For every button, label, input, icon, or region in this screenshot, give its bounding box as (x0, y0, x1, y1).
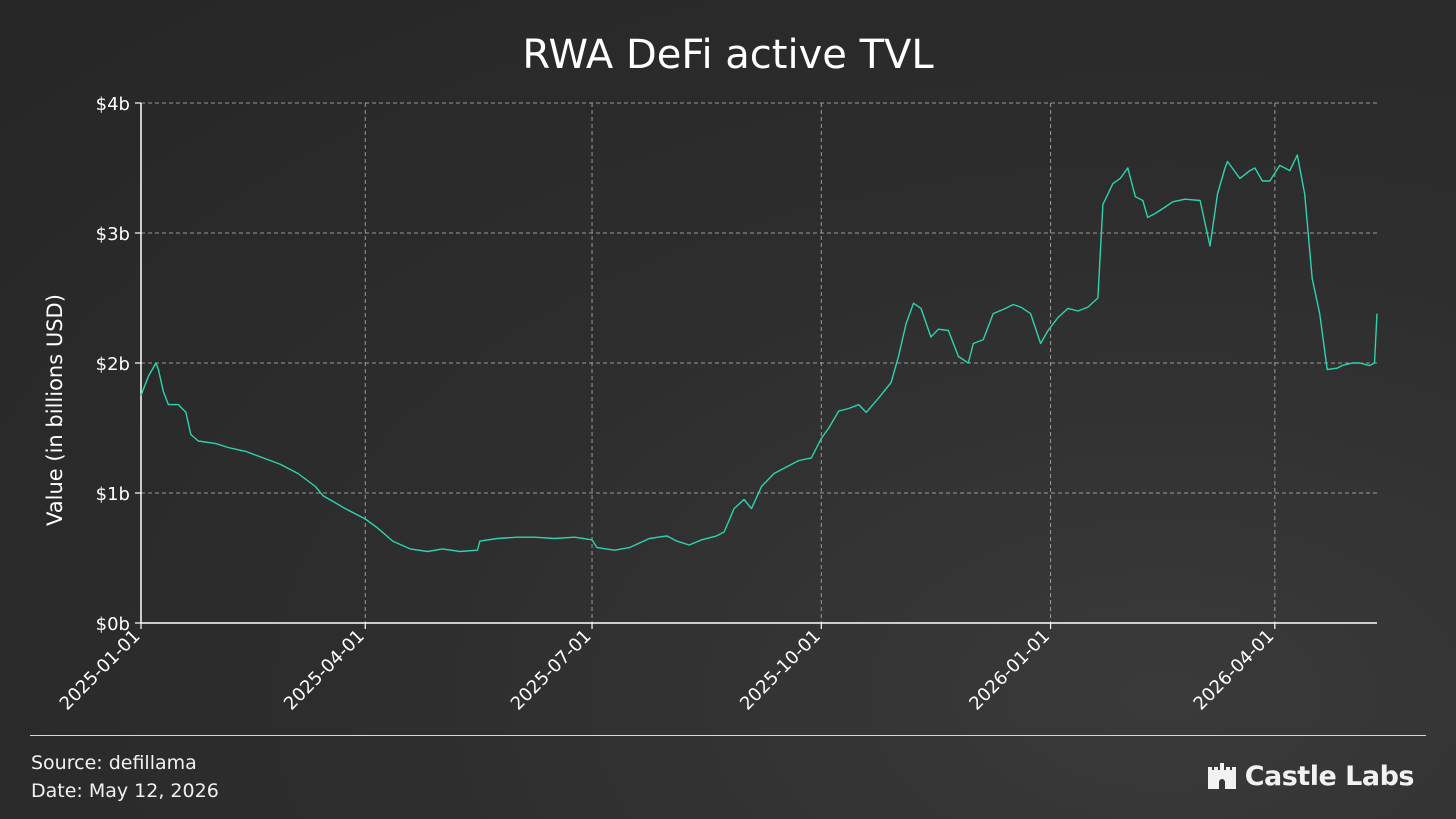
y-tick-label: $4b (96, 94, 130, 115)
brand-logo: Castle Labs (1207, 756, 1415, 796)
x-tick-label: 2025-10-01 (736, 626, 825, 715)
footer-divider (30, 735, 1426, 736)
castle-icon (1207, 763, 1236, 789)
y-tick-label: $0b (96, 614, 130, 635)
chart-title: RWA DeFi active TVL (522, 32, 934, 78)
y-tick-label: $2b (96, 354, 130, 375)
y-tick-labels: $0b $1b $2b $3b $4b (96, 94, 130, 635)
x-tick-label: 2025-01-01 (56, 626, 145, 715)
date-text: Date: May 12, 2026 (31, 780, 219, 802)
gridlines (141, 102, 1377, 623)
tvl-line (140, 154, 1378, 553)
x-tick-label: 2025-04-01 (280, 626, 369, 715)
axes (135, 102, 1377, 629)
chart: RWA DeFi active TVL Value (in billions U… (43, 32, 1378, 715)
x-tick-label: 2025-07-01 (507, 626, 596, 715)
source-text: Source: defillama (31, 752, 197, 774)
x-tick-label: 2026-04-01 (1190, 626, 1279, 715)
y-tick-label: $3b (96, 224, 130, 245)
brand-name: Castle Labs (1244, 760, 1415, 792)
y-tick-label: $1b (96, 484, 130, 505)
y-axis-label: Value (in billions USD) (43, 294, 67, 526)
x-tick-label: 2026-01-01 (965, 626, 1054, 715)
x-tick-labels: 2025-01-01 2025-04-01 2025-07-01 2025-10-01… (56, 626, 1279, 715)
